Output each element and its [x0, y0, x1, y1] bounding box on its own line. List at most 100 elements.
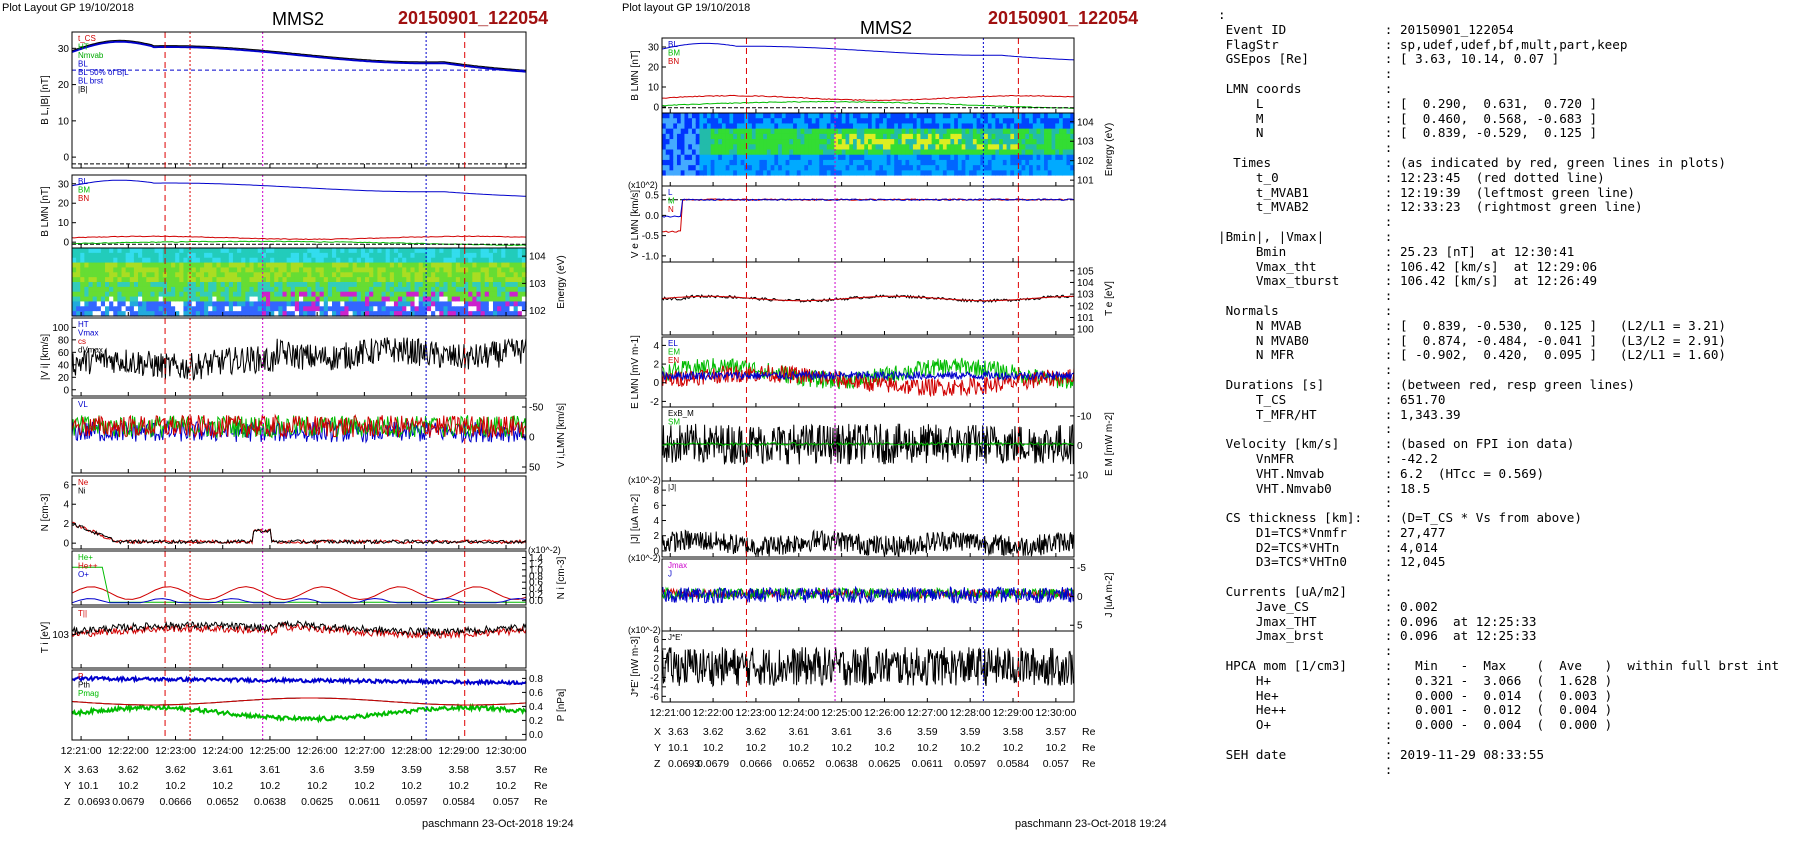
spectrogram-cell [976, 118, 981, 125]
spectrogram-cell [410, 248, 416, 254]
spectrogram-cell [1062, 170, 1068, 177]
spectrogram-cell [332, 262, 337, 269]
info-line: Vmax_tburst : 106.42 [km/s] at 12:26:49 [1218, 273, 1598, 289]
spectrogram-cell [766, 123, 772, 130]
spectrogram-cell [1029, 170, 1034, 177]
legend-entry: BL [78, 177, 88, 186]
spectrogram-cell [935, 149, 940, 156]
spectrogram-cell [673, 118, 678, 125]
spectrogram-cell [796, 149, 802, 156]
spectrogram-cell [278, 272, 284, 278]
spectrogram-cell [521, 301, 527, 307]
info-line: N MFR : [ -0.902, 0.420, 0.095 ] (L2/L1 … [1218, 347, 1726, 363]
spectrogram-cell [365, 248, 370, 254]
spectrogram-cell [703, 139, 708, 145]
spectrogram-cell [864, 170, 869, 177]
spectrogram-cell [274, 248, 279, 254]
spectrogram-cell [253, 301, 259, 307]
y-axis-label: E M [mW m-2] [1104, 412, 1115, 476]
spectrogram-cell [100, 286, 106, 293]
ephem-value: 3.62 [703, 726, 724, 738]
spectrogram-cell [755, 170, 760, 177]
spectrogram-cell [352, 262, 358, 269]
spectrogram-cell [662, 149, 667, 156]
spectrogram-cell [311, 291, 317, 298]
spectrogram-cell [76, 286, 81, 293]
spectrogram-cell [464, 286, 469, 293]
spectrogram-cell [121, 262, 127, 269]
spectrogram-cell [1047, 170, 1053, 177]
spectrogram-cell [793, 149, 798, 156]
spectrogram-cell [484, 282, 490, 288]
spectrogram-cell [796, 118, 802, 125]
spectrogram-cell [340, 277, 345, 283]
spectrogram-cell [1021, 159, 1026, 166]
spectrogram-cell [879, 159, 884, 166]
spectrogram-cell [871, 123, 877, 130]
spectrogram-cell [315, 311, 321, 317]
spectrogram-cell [1070, 139, 1075, 145]
spectrogram-cell [270, 301, 275, 307]
spectrogram-cell [158, 267, 164, 273]
spectrogram-cell [497, 262, 502, 269]
spectrogram-cell [340, 252, 345, 259]
spectrogram-cell [315, 262, 321, 269]
spectrogram-cell [125, 306, 131, 312]
spectrogram-cell [815, 123, 820, 130]
spectrogram-cell [823, 180, 828, 187]
spectrogram-cell [204, 257, 209, 264]
spectrogram-cell [1014, 175, 1019, 182]
spectrogram-cell [224, 272, 230, 278]
spectrogram-cell [935, 144, 940, 151]
spectrogram-cell [191, 248, 197, 254]
spectrogram-cell [669, 154, 674, 161]
spectrogram-cell [924, 123, 929, 130]
spectrogram-cell [673, 123, 678, 130]
spectrogram-cell [315, 301, 321, 307]
spectrogram-cell [718, 113, 723, 119]
spectrogram-cell [472, 286, 478, 293]
ephem-value: 10.2 [118, 780, 139, 792]
spectrogram-cell [476, 248, 482, 254]
spectrogram-cell [497, 282, 502, 288]
spectrogram-cell [774, 144, 779, 151]
spectrogram-cell [72, 282, 77, 288]
spectrogram-cell [497, 257, 502, 264]
spectrogram-cell [426, 252, 432, 259]
spectrogram-cell [113, 311, 118, 317]
spectrogram-cell [927, 128, 933, 135]
spectrogram-cell [826, 128, 832, 135]
series-line [71, 240, 527, 247]
spectrogram-cell [845, 113, 850, 119]
spectrogram-cell [274, 286, 279, 293]
spectrogram-cell [1040, 159, 1045, 166]
spectrogram-cell [916, 123, 922, 130]
spectrogram-cell [980, 113, 985, 119]
y-tick-label: 102 [529, 306, 546, 317]
spectrogram-cell [725, 139, 731, 145]
spectrogram-cell [129, 272, 135, 278]
spectrogram-cell [1032, 144, 1038, 151]
spectrogram-cell [100, 272, 106, 278]
spectrogram-cell [224, 277, 230, 283]
info-line: GSEpos [Re] : [ 3.63, 10.14, 0.07 ] [1218, 51, 1560, 67]
spectrogram-cell [684, 170, 689, 177]
spectrogram-cell [150, 267, 156, 273]
spectrogram-cell [336, 301, 341, 307]
spectrogram-cell [856, 165, 862, 171]
spectrogram-cell [882, 180, 888, 187]
spectrogram-cell [138, 311, 143, 317]
spectrogram-cell [834, 180, 839, 187]
spectrogram-cell [96, 252, 102, 259]
spectrogram-cell [939, 133, 944, 140]
spectrogram-cell [175, 248, 180, 254]
spectrogram-cell [935, 154, 940, 161]
spectrogram-cell [414, 306, 420, 312]
spectrogram-cell [939, 170, 944, 177]
spectrogram-cell [501, 311, 506, 317]
spectrogram-cell [845, 149, 850, 156]
series-line [661, 646, 1075, 688]
spectrogram-cell [138, 257, 143, 264]
